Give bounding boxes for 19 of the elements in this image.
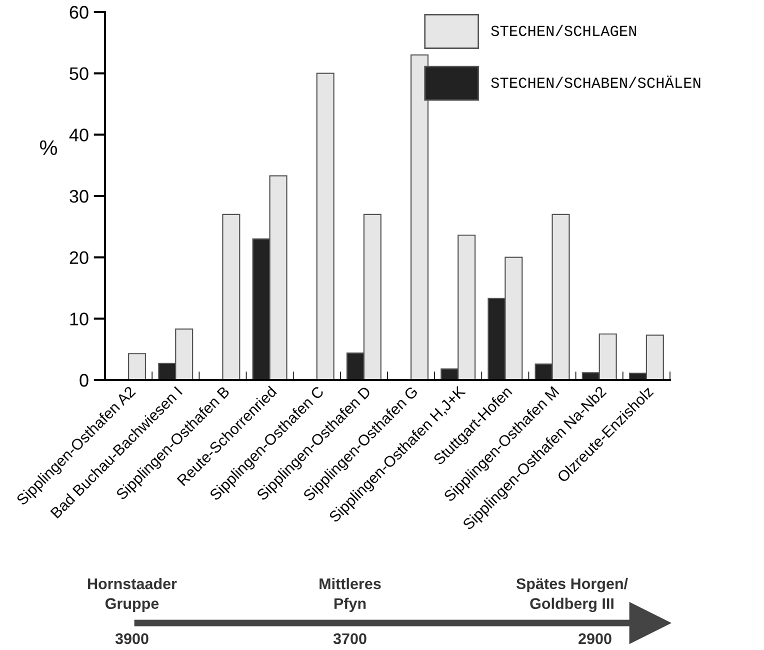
text: 2900 <box>578 633 612 644</box>
text: Hornstaader Gruppe <box>88 578 177 612</box>
legend-label: STECHEN/SCHLAGEN <box>491 24 636 36</box>
y-tick-label: 20 <box>70 251 88 264</box>
y-tick-label: 30 <box>70 190 88 203</box>
y-tick-label: 10 <box>70 312 88 326</box>
bar <box>222 214 240 380</box>
text: Spätes Horgen/ Goldberg III <box>516 578 628 612</box>
legend-label: STECHEN/SCHABEN/SCHÄLEN <box>491 76 700 88</box>
text: Mittleres Pfyn <box>320 578 381 612</box>
text: 3900 <box>115 633 148 644</box>
text: 3700 <box>333 633 366 644</box>
bar <box>316 72 334 380</box>
y-axis-title: % <box>40 140 58 155</box>
y-tick-label: 40 <box>69 128 88 142</box>
bar <box>128 353 146 380</box>
y-tick-label: 60 <box>70 6 88 19</box>
y-tick-label: 0 <box>80 374 88 387</box>
y-tick-label: 50 <box>70 67 88 80</box>
